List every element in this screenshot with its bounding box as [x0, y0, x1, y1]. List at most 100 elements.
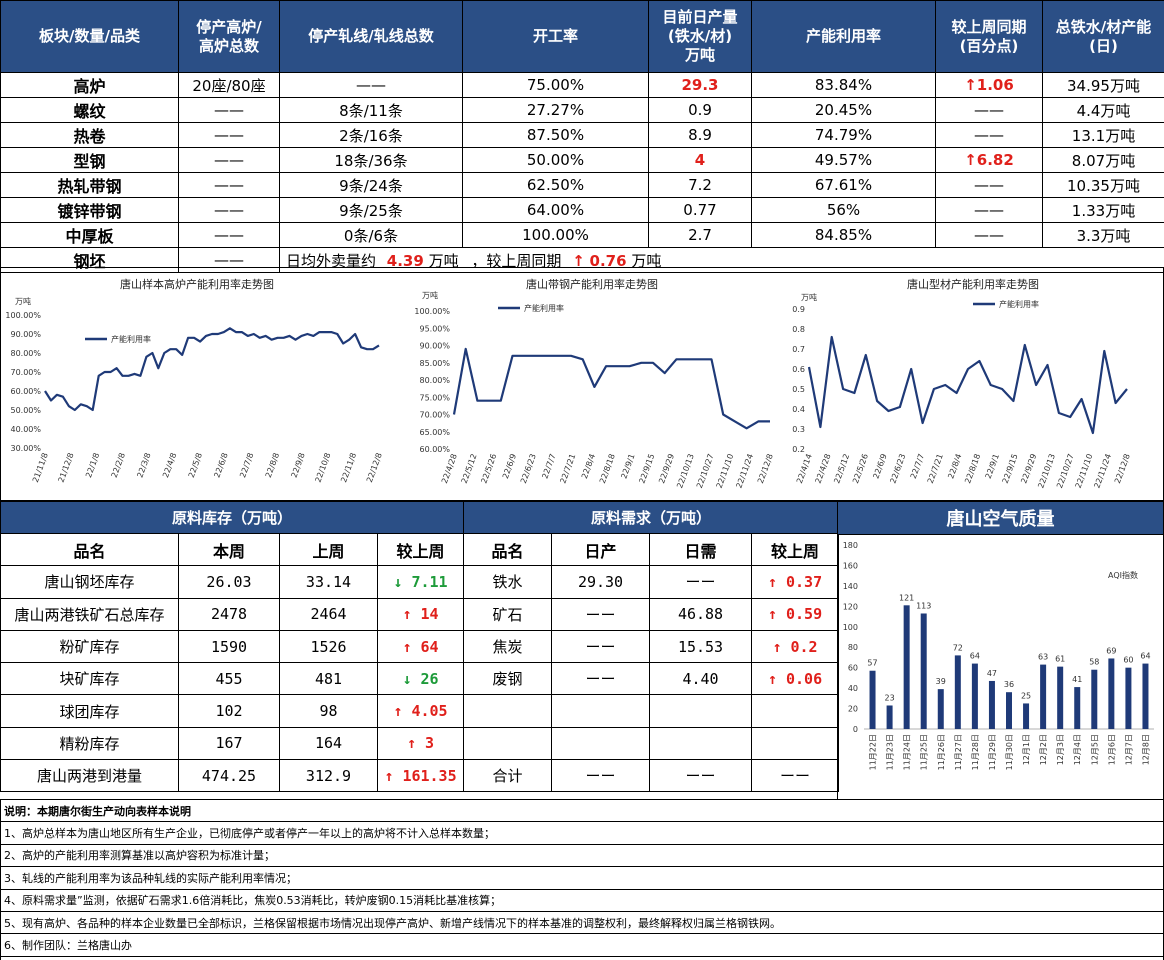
- y-tick-label: 0.7: [792, 345, 805, 354]
- x-tick-label: 11月23日: [886, 734, 895, 770]
- y-tick-label: 100: [843, 623, 858, 632]
- x-tick-label: 22/8/8: [264, 452, 281, 479]
- row-name: 高炉: [0, 72, 179, 98]
- inv-current: 167: [178, 726, 280, 761]
- empty-cell: [649, 726, 753, 761]
- data-label: 36: [1004, 680, 1014, 689]
- arrow-up-icon: ↑: [393, 702, 403, 721]
- row-capacity: 13.1万吨: [1042, 122, 1164, 148]
- inv-change-value: 26: [420, 669, 439, 688]
- note-line: 6、制作团队：兰格唐山办: [0, 933, 1164, 957]
- legend-label: AQI指数: [1108, 570, 1138, 580]
- row-rate: 50.00%: [462, 147, 649, 173]
- inv-previous: 98: [279, 694, 378, 728]
- x-tick-label: 11月27日: [954, 734, 963, 770]
- note-line: 5、现有高炉、各品种的样本企业数量已全部标识，兰格保留根据市场情况出现停产高炉、…: [0, 910, 1164, 935]
- dem-change: ↑ 0.37: [751, 565, 840, 599]
- x-tick-label: 22/7/7: [909, 453, 926, 480]
- product-row: 中厚板 —— 0条/6条 100.00% 2.7 84.85% —— 3.3万吨: [0, 222, 1164, 248]
- row-capacity: 1.33万吨: [1042, 197, 1164, 223]
- product-row: 热轧带钢 —— 9条/24条 62.50% 7.2 67.61% —— 10.35万吨: [0, 172, 1164, 198]
- inv-header-change: 较上周: [376, 533, 465, 567]
- data-label: 41: [1072, 675, 1082, 684]
- arrow-up-icon: ↑: [964, 76, 977, 94]
- header-change: 较上周同期 (百分点): [935, 0, 1043, 73]
- dem-production: 29.30: [551, 565, 651, 599]
- row-change: ——: [935, 222, 1043, 248]
- header-category: 板块/数量/品类: [0, 0, 179, 73]
- x-tick-label: 22/11/10: [1074, 453, 1095, 490]
- row-util: 49.57%: [751, 147, 936, 173]
- y-tick-label: 0.9: [792, 305, 805, 314]
- x-tick-label: 12月4日: [1073, 734, 1082, 765]
- dem-header-need: 日需: [649, 533, 753, 567]
- product-row: 螺纹 —— 8条/11条 27.27% 0.9 20.45% —— 4.4万吨: [0, 97, 1164, 123]
- dem-change: ↑ 0.59: [751, 597, 840, 631]
- header-rate: 开工率: [462, 0, 649, 73]
- billet-mid: ，较上周同期: [471, 251, 562, 270]
- row-util: 84.85%: [751, 222, 936, 248]
- inv-previous: 312.9: [279, 759, 378, 793]
- y-unit-label: 万吨: [801, 292, 817, 302]
- empty-cell: [649, 694, 753, 728]
- y-tick-label: 80.00%: [419, 376, 450, 385]
- inv-name: 唐山两港铁矿石总库存: [0, 597, 179, 631]
- aqi-bar: [1125, 667, 1132, 729]
- x-tick-label: 11月24日: [903, 734, 912, 770]
- row-furnace: 20座/80座: [178, 72, 280, 98]
- billet-change: 0.76: [589, 251, 627, 270]
- materials-row: 唐山两港铁矿石总库存 2478 2464 ↑ 14 矿石 ーー 46.88 ↑ 0.59: [0, 597, 840, 631]
- inv-change-value: 7.11: [411, 572, 448, 591]
- x-tick-label: 21/11/8: [31, 452, 50, 484]
- y-tick-label: 40: [848, 684, 858, 693]
- production-table: 板块/数量/品类 停产高炉/ 高炉总数 停产轧线/轧线总数 开工率 目前日产量 …: [0, 0, 1164, 273]
- arrow-up-icon: ↑: [772, 637, 782, 656]
- y-tick-label: 95.00%: [419, 324, 450, 333]
- inv-current: 474.25: [178, 759, 280, 793]
- data-label: 63: [1038, 653, 1048, 662]
- x-tick-label: 22/7/8: [238, 452, 255, 479]
- row-change-value: ——: [974, 126, 1004, 144]
- materials-row: 球团库存 102 98 ↑ 4.05: [0, 694, 840, 728]
- row-lines: 8条/11条: [279, 97, 463, 123]
- y-tick-label: 0.4: [792, 405, 805, 414]
- materials-table: 原料库存（万吨） 原料需求（万吨） 品名 本周 上周 较上周 品名 日产 日需 …: [0, 500, 840, 793]
- dem-total-name: 合计: [463, 759, 553, 793]
- charts-panel: 唐山样本高炉产能利用率走势图 万吨 产能利用率 30.00% 40.00% 50.00% 6…: [0, 267, 1164, 501]
- inv-header-prev: 上周: [279, 533, 378, 567]
- product-row: 镀锌带钢 —— 9条/25条 64.00% 0.77 56% —— 1.33万吨: [0, 197, 1164, 223]
- header-lines: 停产轧线/轧线总数: [279, 0, 463, 73]
- billet-value: 4.39: [386, 251, 424, 270]
- data-label: 61: [1055, 655, 1065, 664]
- data-label: 57: [867, 659, 877, 668]
- x-tick-label: 12月6日: [1107, 734, 1116, 765]
- row-capacity: 8.07万吨: [1042, 147, 1164, 173]
- note-row: 7、数据来源:兰格钢铁: [0, 955, 1164, 960]
- y-tick-label: 0.6: [792, 365, 805, 374]
- dem-name: 废钢: [463, 662, 553, 696]
- x-tick-label: 22/7/21: [926, 453, 945, 485]
- x-tick-label: 22/10/27: [695, 453, 716, 490]
- row-change-value: 1.06: [976, 76, 1014, 94]
- row-lines: 18条/36条: [279, 147, 463, 173]
- x-tick-label: 12月5日: [1090, 734, 1099, 765]
- row-change: ——: [935, 172, 1043, 198]
- y-tick-label: 140: [843, 582, 858, 591]
- row-lines: 9条/25条: [279, 197, 463, 223]
- note-line: 2、高炉的产能利用率测算基准以高炉容积为标准计量；: [0, 843, 1164, 868]
- x-tick-label: 22/2/8: [110, 452, 127, 479]
- arrow-down-icon: ↓: [402, 669, 412, 688]
- y-tick-label: 60.00%: [419, 445, 450, 454]
- aqi-bar: [1108, 658, 1115, 729]
- chart-title: 唐山样本高炉产能利用率走势图: [120, 277, 274, 291]
- x-tick-label: 22/9/29: [1019, 453, 1038, 485]
- row-capacity: 10.35万吨: [1042, 172, 1164, 198]
- x-tick-label: 22/11/24: [1092, 453, 1113, 490]
- header-furnace: 停产高炉/ 高炉总数: [178, 0, 280, 73]
- note-row: 3、轧线的产能利用率为该品种轧线的实际产能利用率情况；: [0, 866, 1164, 890]
- product-row: 高炉 20座/80座 —— 75.00% 29.3 83.84% ↑1.06 34.95万吨: [0, 72, 1164, 98]
- note-row: 6、制作团队：兰格唐山办: [0, 933, 1164, 957]
- row-rate: 87.50%: [462, 122, 649, 148]
